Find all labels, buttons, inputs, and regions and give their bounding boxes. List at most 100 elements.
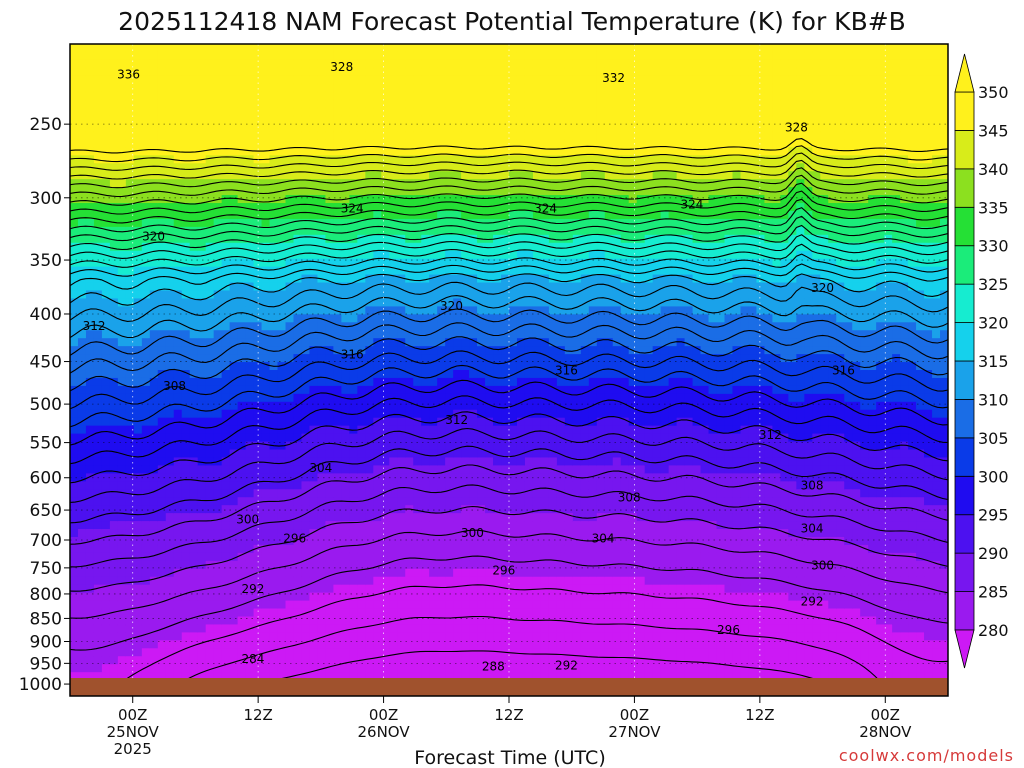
field-cell (173, 409, 183, 419)
field-cell (405, 330, 414, 339)
field-cell (445, 385, 454, 395)
field-cell (540, 203, 550, 212)
field-cell (540, 481, 550, 490)
field-cell (93, 672, 103, 681)
field-cell (245, 266, 255, 276)
field-cell (205, 44, 215, 53)
field-cell (405, 171, 414, 180)
field-cell (325, 505, 334, 514)
field-cell (397, 59, 406, 69)
field-cell (213, 282, 223, 292)
field-cell (189, 123, 199, 133)
field-cell (277, 513, 287, 522)
field-cell (317, 155, 327, 164)
field-cell (109, 258, 119, 268)
field-cell (429, 433, 438, 443)
field-cell (93, 67, 103, 77)
field-cell (221, 600, 231, 610)
field-cell (93, 163, 103, 172)
field-cell (437, 242, 446, 252)
field-cell (181, 417, 191, 427)
field-cell (101, 298, 111, 307)
field-cell (117, 560, 127, 570)
field-cell (101, 393, 111, 403)
field-cell (205, 163, 215, 172)
field-cell (141, 218, 151, 228)
field-cell (341, 449, 350, 459)
field-cell (285, 433, 295, 443)
field-cell (189, 664, 199, 673)
field-cell (437, 473, 446, 482)
field-cell (277, 306, 287, 315)
field-cell (317, 377, 327, 387)
field-cell (93, 664, 103, 673)
field-cell (229, 322, 239, 331)
field-cell (173, 75, 183, 85)
field-cell (461, 656, 470, 665)
field-cell (309, 218, 319, 228)
field-cell (117, 465, 127, 474)
field-cell (261, 385, 271, 395)
field-cell (548, 632, 558, 641)
field-cell (77, 218, 87, 228)
field-cell (165, 433, 175, 443)
field-cell (245, 44, 255, 53)
field-cell (341, 377, 350, 387)
field-cell (93, 115, 103, 125)
field-cell (421, 203, 430, 212)
field-cell (349, 632, 358, 641)
field-cell (413, 600, 422, 610)
field-cell (197, 417, 207, 427)
field-cell (413, 298, 422, 307)
field-cell (93, 377, 103, 387)
field-cell (493, 306, 502, 315)
field-cell (437, 576, 446, 586)
field-cell (381, 314, 390, 323)
field-cell (173, 234, 183, 244)
field-cell (461, 473, 470, 482)
field-cell (365, 139, 374, 148)
field-cell (437, 664, 446, 673)
field-cell (101, 354, 111, 363)
field-cell (237, 552, 247, 562)
field-cell (93, 322, 103, 331)
field-cell (85, 473, 95, 482)
field-cell (317, 513, 327, 522)
field-cell (213, 155, 223, 164)
field-cell (173, 600, 183, 610)
field-cell (532, 67, 542, 77)
field-cell (421, 234, 430, 244)
field-cell (373, 115, 382, 125)
field-cell (509, 99, 518, 109)
field-cell (389, 568, 398, 578)
field-cell (245, 632, 255, 641)
field-cell (445, 441, 454, 451)
field-cell (325, 322, 334, 331)
field-cell (524, 457, 534, 467)
field-cell (285, 481, 295, 490)
field-cell (445, 497, 454, 506)
field-cell (485, 441, 494, 451)
field-cell (397, 67, 406, 77)
field-cell (165, 560, 175, 570)
field-cell (117, 417, 127, 427)
field-cell (221, 250, 231, 260)
field-cell (373, 648, 382, 657)
field-cell (349, 282, 358, 292)
field-cell (540, 576, 550, 586)
field-cell (477, 393, 486, 403)
field-cell (109, 282, 119, 292)
field-cell (333, 664, 342, 673)
field-cell (293, 544, 303, 554)
field-cell (421, 59, 430, 69)
field-cell (85, 417, 95, 427)
field-cell (189, 544, 199, 554)
field-cell (205, 370, 215, 379)
field-cell (293, 552, 303, 562)
field-cell (421, 187, 430, 196)
field-cell (189, 203, 199, 212)
field-cell (101, 616, 111, 626)
field-cell (77, 377, 87, 387)
field-cell (237, 672, 247, 681)
field-cell (413, 656, 422, 665)
